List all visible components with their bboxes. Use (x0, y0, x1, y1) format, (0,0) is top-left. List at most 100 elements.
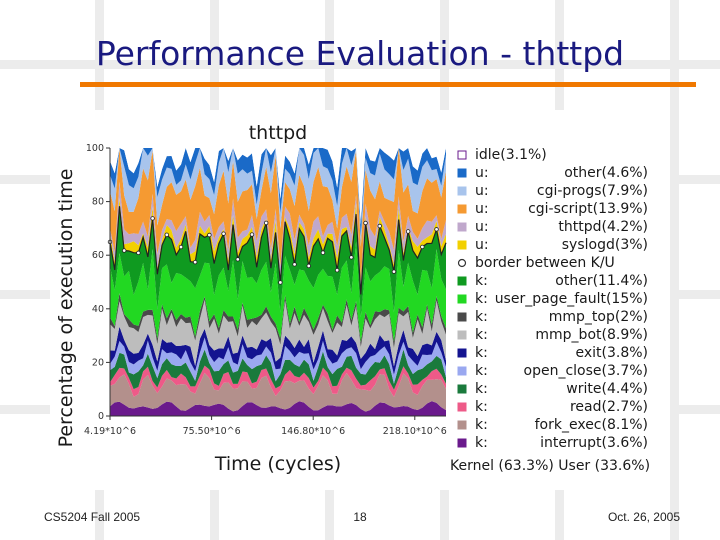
legend-label: open_close(3.7%) (524, 363, 649, 379)
x-axis-title: Time (cycles) (214, 453, 341, 475)
x-tick-label: 75.50*10^6 (183, 426, 241, 437)
legend-label: cgi-script(13.9%) (528, 201, 648, 217)
legend-label: other(4.6%) (564, 165, 648, 181)
legend-swatch (457, 204, 467, 214)
border-point (192, 259, 198, 265)
legend-prefix: u: (475, 183, 489, 199)
legend-swatch (457, 150, 467, 160)
legend-label: write(4.4%) (566, 381, 648, 397)
area-layer-8 (110, 241, 446, 343)
legend-swatch (457, 186, 467, 196)
legend-swatch (457, 366, 467, 376)
area-layer-3 (110, 349, 446, 390)
border-point (278, 280, 283, 285)
legend-label: cgi-progs(7.9%) (537, 183, 648, 199)
border-point (377, 223, 382, 229)
plot-area: 0 20 40 60 80 100 4.19*10^6 75.50*10^6 146.80*10… (84, 143, 447, 437)
border-point (420, 244, 425, 250)
legend-label: syslogd(3%) (562, 237, 648, 253)
legend-marker-border (457, 258, 467, 268)
border-point (263, 220, 269, 226)
y-tick-label: 40 (92, 304, 104, 315)
area-layer-0 (110, 401, 446, 416)
legend-label: thttpd(4.2%) (558, 219, 648, 235)
legend-swatch (457, 438, 467, 448)
border-point (164, 232, 169, 237)
border-point (391, 269, 397, 274)
area-layer-13 (110, 148, 446, 247)
legend-swatch (457, 330, 467, 340)
footer-course: CS5204 Fall 2005 (44, 510, 141, 524)
legend-prefix: k: (475, 345, 488, 361)
legend-swatch (457, 420, 467, 430)
border-point (349, 255, 354, 260)
title-underline (80, 82, 696, 87)
y-tick-label: 0 (98, 411, 104, 422)
legend-swatch (457, 240, 467, 250)
border-point (235, 257, 240, 262)
border-point (405, 229, 411, 234)
y-tick-label: 60 (92, 250, 104, 261)
area-layer-5 (110, 326, 446, 375)
legend-prefix: k: (475, 363, 488, 379)
legend-swatch (457, 312, 467, 322)
kernel-user-summary: Kernel (63.3%) User (33.6%) (450, 458, 650, 474)
border-point (306, 263, 311, 269)
legend-prefix: k: (475, 381, 488, 397)
border-point (320, 250, 326, 255)
chart-legend: idle(3.1%) u: other(4.6%) u: cgi-progs(7.9%)… (457, 147, 649, 451)
legend-swatch (457, 276, 467, 286)
legend-prefix: k: (475, 399, 488, 415)
legend-label: user_page_fault(15%) (495, 291, 648, 307)
legend-label: other(11.4%) (555, 273, 648, 289)
legend-label: mmp_top(2%) (549, 309, 648, 325)
legend-label: idle(3.1%) (475, 147, 547, 163)
legend-swatch (457, 168, 467, 178)
border-point (363, 220, 368, 226)
border-point (178, 244, 184, 250)
area-layer-15 (110, 148, 446, 225)
y-axis-title: Percentage of execution time (55, 169, 77, 448)
legend-swatch (457, 402, 467, 412)
border-point (121, 248, 127, 253)
legend-prefix: k: (475, 291, 488, 307)
legend-prefix: k: (475, 309, 488, 325)
legend-label: mmp_bot(8.9%) (535, 327, 648, 343)
border-point (136, 250, 141, 256)
footer-date: Oct. 26, 2005 (607, 510, 680, 524)
legend-swatch (457, 222, 467, 232)
border-point (334, 268, 340, 273)
chart-title: thttpd (249, 122, 308, 144)
legend-swatch (457, 294, 467, 304)
legend-prefix: k: (475, 435, 488, 451)
stacked-area-chart: thttpd Time (cycles) Percentage of execu… (50, 110, 670, 490)
border-point (292, 262, 297, 267)
legend-label: interrupt(3.6%) (540, 435, 648, 451)
y-tick-label: 100 (86, 143, 104, 154)
y-tick-label: 20 (92, 357, 104, 368)
legend-prefix: u: (475, 201, 489, 217)
legend-label: fork_exec(8.1%) (535, 417, 648, 433)
x-tick-label: 146.80*10^6 (281, 426, 345, 437)
y-tick-label: 80 (92, 197, 104, 208)
legend-prefix: k: (475, 417, 488, 433)
legend-prefix: u: (475, 219, 489, 235)
area-layer-11 (110, 181, 446, 289)
area-layer-12 (110, 148, 446, 282)
legend-label: read(2.7%) (570, 399, 648, 415)
area-layer-2 (110, 365, 446, 398)
border-point (150, 216, 155, 221)
area-layer-7 (110, 293, 446, 349)
legend-label: exit(3.8%) (575, 345, 648, 361)
border-point (249, 232, 255, 237)
legend-swatch (457, 348, 467, 358)
area-layer-1 (110, 372, 446, 412)
legend-swatch (457, 384, 467, 394)
legend-label: border between K/U (475, 255, 615, 271)
legend-prefix: u: (475, 237, 489, 253)
x-tick-label: 218.10*10^6 (383, 426, 447, 437)
border-point (434, 227, 439, 232)
area-layer-6 (110, 299, 446, 367)
footer-page-number: 18 (353, 510, 367, 524)
area-layer-4 (110, 337, 446, 384)
